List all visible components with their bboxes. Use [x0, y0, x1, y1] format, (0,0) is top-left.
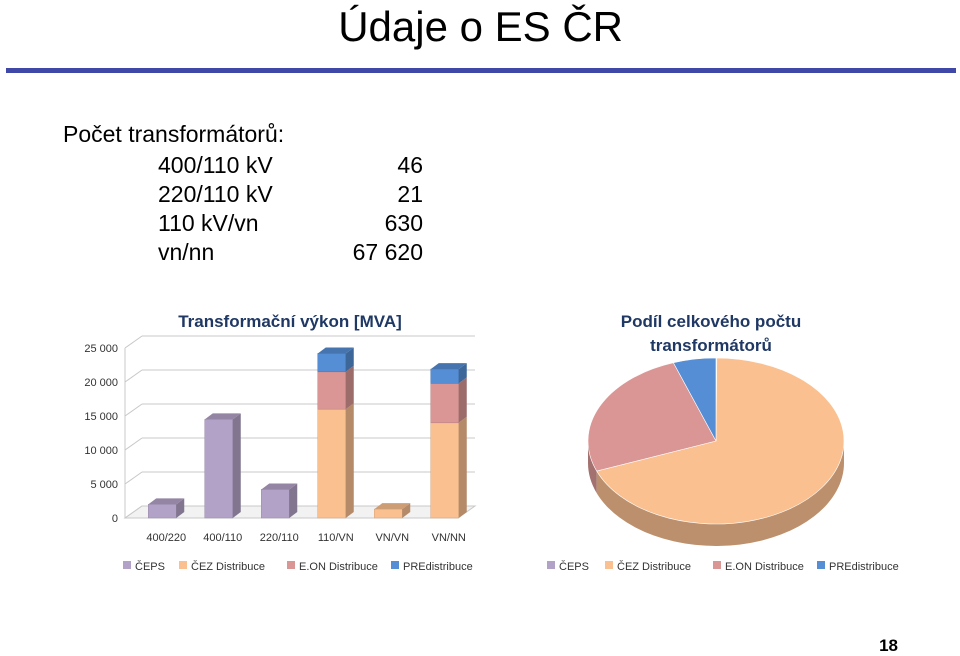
- bar-vn-nn-predistribuce-side: [458, 363, 467, 384]
- bar-chart-title: Transformační výkon [MVA]: [178, 312, 402, 331]
- bar-vn-nn-cez-distribuce: [430, 416, 467, 519]
- bar-110-vn-cez-distribuce-side: [345, 403, 354, 518]
- bar-vn-nn-e-on-distribuce-front: [430, 383, 459, 424]
- bar-legend-label-ceps: ČEPS: [135, 560, 165, 573]
- bar-400-220-ceps-top: [148, 498, 185, 505]
- row-value: 46: [397, 152, 423, 178]
- pie-legend-label-ceps: ČEPS: [559, 560, 589, 573]
- pie-legend-label-cez-distribuce: ČEZ Distribuce: [617, 560, 691, 573]
- bar-vn-vn-cez-distribuce: [374, 503, 411, 519]
- bar-gridline-side: [124, 471, 143, 485]
- bar-220-110-ceps-top: [261, 483, 298, 490]
- row-label: 220/110 kV: [158, 181, 273, 207]
- row-label: vn/nn: [158, 239, 215, 265]
- bar-legend-label-e-on-distribuce: E.ON Distribuce: [299, 561, 378, 573]
- bar-gridline-side: [124, 437, 143, 451]
- pie-slice-cez-distribuce: [596, 357, 845, 525]
- bar-legend-swatch-cez-distribuce: [179, 561, 187, 569]
- pie-slice-predistribuce: [672, 357, 717, 442]
- bar-110-vn-predistribuce-top: [317, 347, 354, 354]
- bar-vn-nn-cez-distribuce-front: [430, 422, 459, 519]
- bar-110-vn-e-on-distribuce: [317, 365, 354, 410]
- bar-400-110-ceps-side: [232, 413, 241, 518]
- bar-legend-label-predistribuce: PREdistribuce: [403, 561, 473, 573]
- y-tick-label: 25 000: [84, 343, 118, 355]
- bar-400-220-ceps: [148, 498, 185, 519]
- x-tick-label: VN/VN: [375, 532, 409, 544]
- bar-gridline-side: [124, 403, 143, 417]
- bar-legend-label-cez-distribuce: ČEZ Distribuce: [191, 560, 265, 573]
- row-label: 110 kV/vn: [158, 210, 259, 236]
- y-tick-label: 10 000: [84, 445, 118, 457]
- y-tick-label: 5 000: [90, 479, 118, 491]
- row-value: 67 620: [352, 239, 423, 265]
- pie-legend-swatch-cez-distribuce: [605, 561, 613, 569]
- bar-chart-back-wall: [142, 336, 475, 506]
- pie-side-cez-distribuce: [596, 441, 844, 547]
- page-number: 18: [879, 636, 898, 655]
- table-row: 220/110 kV 21: [158, 180, 423, 209]
- bar-gridline-side: [124, 335, 143, 349]
- bar-vn-nn-e-on-distribuce-side: [458, 377, 467, 423]
- bar-400-220-ceps-side: [176, 498, 185, 518]
- bar-110-vn-cez-distribuce: [317, 403, 354, 519]
- row-value: 630: [384, 210, 423, 236]
- row-label: 400/110 kV: [158, 152, 273, 178]
- bar-220-110-ceps-side: [289, 483, 298, 518]
- bar-400-110-ceps-top: [204, 413, 241, 420]
- slide-title: Údaje o ES ČR: [338, 3, 623, 50]
- bar-220-110-ceps: [261, 483, 298, 519]
- bar-gridline-side: [124, 369, 143, 383]
- bar-legend-swatch-ceps: [123, 561, 131, 569]
- transformer-count-heading: Počet transformátorů:: [63, 121, 285, 147]
- pie-legend-label-e-on-distribuce: E.ON Distribuce: [725, 561, 804, 573]
- pie-legend-swatch-e-on-distribuce: [713, 561, 721, 569]
- pie-chart-title-line-1: Podíl celkového počtu: [621, 312, 801, 331]
- transformer-count-table: 400/110 kV 46 220/110 kV 21 110 kV/vn 63…: [158, 151, 423, 267]
- x-tick-label: VN/NN: [432, 532, 466, 544]
- bar-legend-swatch-e-on-distribuce: [287, 561, 295, 569]
- pie-legend-label-predistribuce: PREdistribuce: [829, 561, 899, 573]
- table-row: vn/nn 67 620: [158, 238, 423, 267]
- pie-legend-swatch-ceps: [547, 561, 555, 569]
- x-tick-label: 400/220: [146, 532, 186, 544]
- bar-110-vn-predistribuce: [317, 347, 354, 373]
- pie-slice-e-on-distribuce: [587, 362, 717, 472]
- bar-400-110-ceps: [204, 413, 241, 519]
- table-row: 400/110 kV 46: [158, 151, 423, 180]
- y-tick-label: 15 000: [84, 411, 118, 423]
- bar-vn-nn-cez-distribuce-side: [458, 416, 467, 518]
- x-tick-label: 110/VN: [318, 532, 354, 544]
- bar-220-110-ceps-front: [261, 489, 290, 519]
- x-tick-label: 400/110: [203, 532, 242, 544]
- bar-vn-vn-cez-distribuce-side: [402, 503, 411, 518]
- bar-vn-nn-predistribuce-top: [430, 363, 467, 370]
- pie-legend-swatch-predistribuce: [817, 561, 825, 569]
- bar-vn-vn-cez-distribuce-top: [374, 503, 411, 510]
- pie-side-e-on-distribuce: [588, 441, 597, 494]
- bar-vn-nn-predistribuce: [430, 363, 467, 384]
- bar-110-vn-predistribuce-side: [345, 347, 354, 372]
- title-rule: [6, 68, 956, 73]
- x-tick-label: 220/110: [260, 532, 299, 544]
- bar-110-vn-e-on-distribuce-side: [345, 365, 354, 410]
- table-row: 110 kV/vn 630: [158, 209, 423, 238]
- bar-110-vn-cez-distribuce-front: [317, 408, 346, 519]
- bar-vn-nn-e-on-distribuce: [430, 377, 467, 424]
- pie-chart-title-line-2: transformátorů: [650, 336, 772, 355]
- row-value: 21: [397, 181, 423, 207]
- bar-legend-swatch-predistribuce: [391, 561, 399, 569]
- y-tick-label: 0: [112, 513, 118, 525]
- y-tick-label: 20 000: [84, 377, 118, 389]
